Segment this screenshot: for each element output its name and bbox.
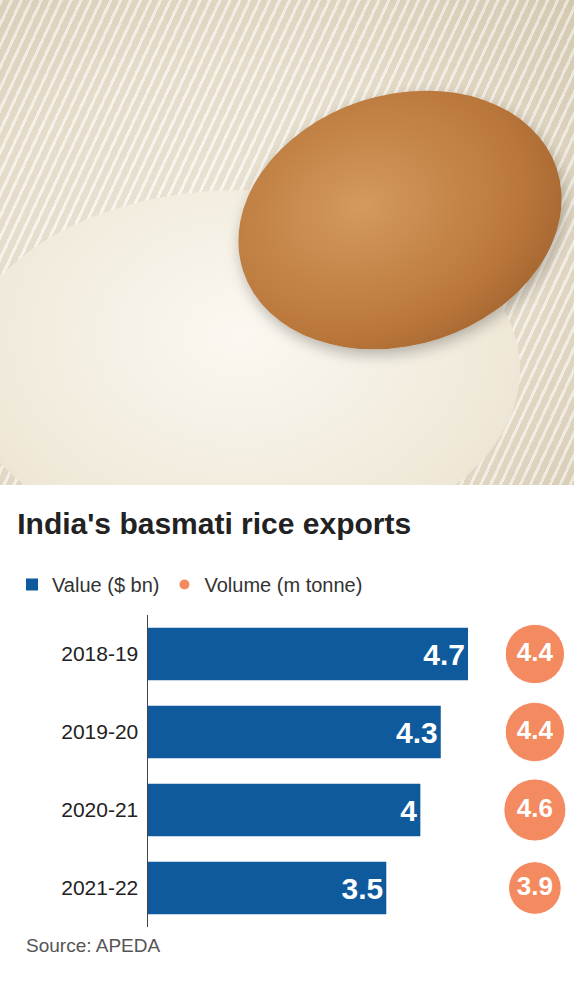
svg-text:2020-21: 2020-21 xyxy=(61,798,138,821)
svg-text:2021-22: 2021-22 xyxy=(61,876,138,899)
svg-text:4.7: 4.7 xyxy=(423,638,465,671)
svg-text:Value ($ bn): Value ($ bn) xyxy=(52,574,159,596)
svg-text:Volume (m tonne): Volume (m tonne) xyxy=(204,574,362,596)
svg-text:4.4: 4.4 xyxy=(517,637,554,667)
svg-text:India's basmati rice exports: India's basmati rice exports xyxy=(17,507,411,540)
svg-text:2019-20: 2019-20 xyxy=(61,720,138,743)
svg-text:4.3: 4.3 xyxy=(396,716,438,749)
svg-text:4.6: 4.6 xyxy=(517,793,553,823)
svg-text:4.4: 4.4 xyxy=(517,715,554,745)
svg-text:3.5: 3.5 xyxy=(342,872,384,905)
svg-text:2018-19: 2018-19 xyxy=(61,642,138,665)
svg-text:3.9: 3.9 xyxy=(517,871,553,901)
svg-text:Source: APEDA: Source: APEDA xyxy=(26,935,160,956)
svg-text:4: 4 xyxy=(400,794,417,827)
